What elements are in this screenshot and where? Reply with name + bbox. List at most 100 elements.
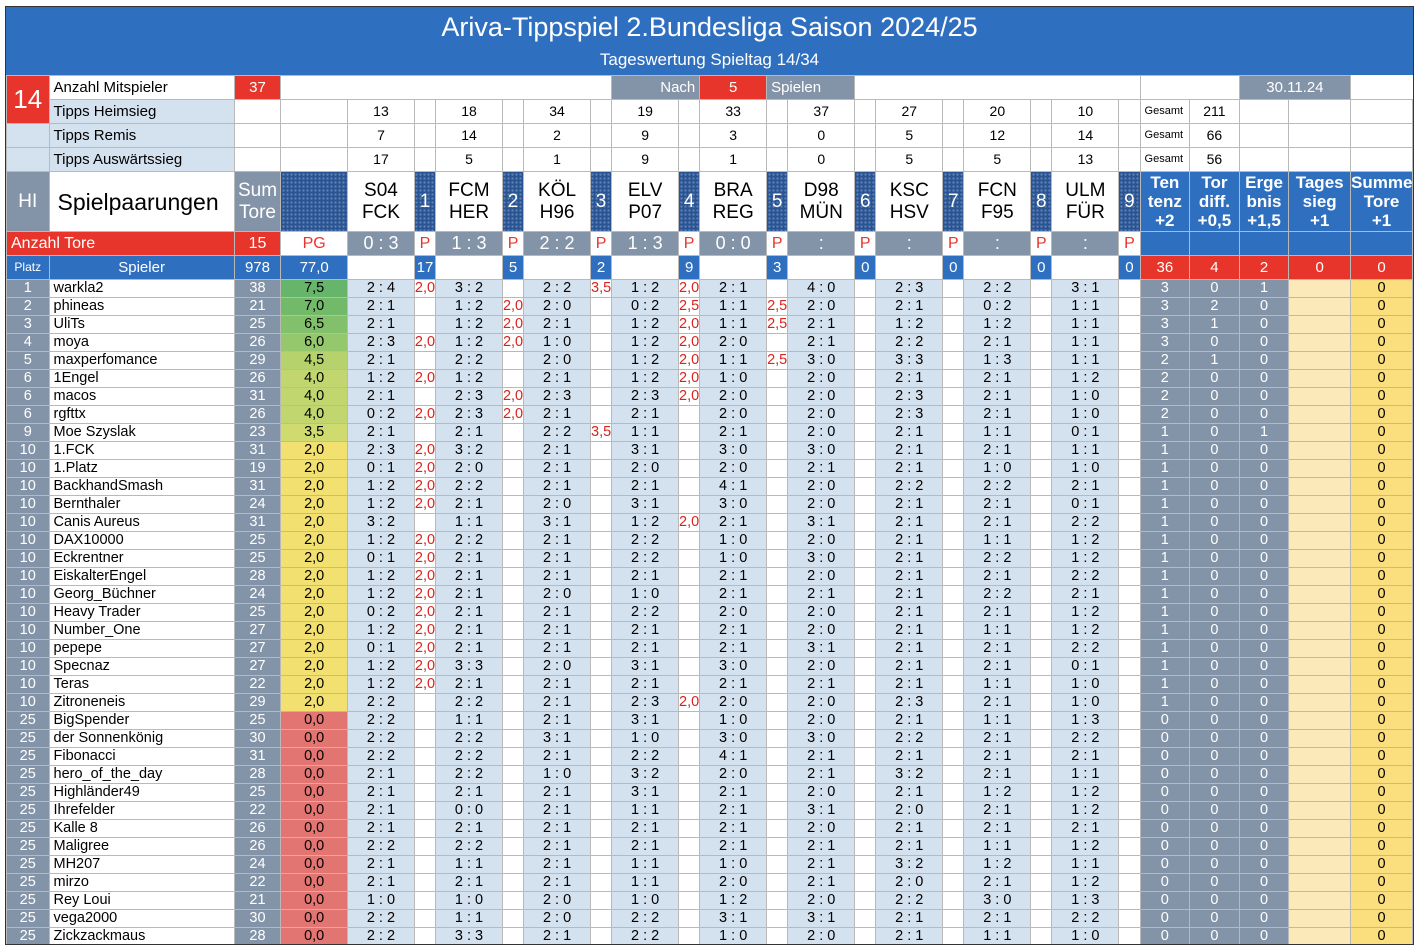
- ergebnis: 1: [1238, 423, 1290, 442]
- points: [942, 693, 965, 712]
- tip: 1 : 2: [1051, 873, 1120, 892]
- platz: 25: [6, 711, 50, 730]
- points: [854, 405, 877, 424]
- summe-tore: 0: [1350, 891, 1413, 910]
- summe-tore: 0: [1350, 495, 1413, 514]
- points: [589, 333, 613, 352]
- points: [413, 387, 437, 406]
- points: [1118, 351, 1141, 370]
- points: [1030, 351, 1053, 370]
- summe-tore: 0: [1350, 513, 1413, 532]
- tendenz: 2: [1139, 405, 1191, 424]
- pg-value: 0,0: [280, 801, 349, 820]
- points: [1030, 837, 1053, 856]
- tip: 2 : 0: [699, 405, 768, 424]
- tagessieg: [1288, 729, 1352, 748]
- match-count: 0: [942, 255, 965, 280]
- gesamt-label: Gesamt: [1139, 147, 1191, 172]
- tip: 1 : 3: [1051, 711, 1120, 730]
- points: [678, 783, 701, 802]
- bonus-header-line: +1,5: [1247, 211, 1281, 230]
- tip: 2 : 1: [963, 639, 1032, 658]
- tip: 2 : 2: [963, 477, 1032, 496]
- points: [1118, 711, 1141, 730]
- points: [501, 495, 525, 514]
- tip: 1 : 1: [435, 513, 503, 532]
- summe-tore: 0: [1350, 909, 1413, 928]
- tip: 2 : 2: [1051, 909, 1120, 928]
- tip: 2 : 1: [963, 441, 1032, 460]
- tendenz: 3: [1139, 279, 1191, 298]
- player-name: Zickzackmaus: [48, 927, 235, 944]
- tip: 2 : 1: [963, 405, 1032, 424]
- match-teams: ULM FÜR: [1051, 171, 1120, 232]
- blank: [501, 123, 525, 148]
- summe-tore: 0: [1350, 531, 1413, 550]
- tipps-count: 13: [347, 99, 415, 124]
- ergebnis: 0: [1238, 837, 1290, 856]
- away-team: H96: [539, 201, 575, 223]
- points: [589, 657, 613, 676]
- summe-tore: 0: [1350, 729, 1413, 748]
- tip: 2 : 2: [435, 693, 503, 712]
- player-name: der Sonnenkönig: [48, 729, 235, 748]
- tip: 2 : 1: [523, 621, 591, 640]
- points: [1030, 297, 1053, 316]
- tip: 2 : 1: [523, 711, 591, 730]
- tip: 3 : 2: [875, 855, 944, 874]
- pg-value: 6,0: [280, 333, 349, 352]
- tip: 3 : 2: [875, 765, 944, 784]
- player-name: Maligree: [48, 837, 235, 856]
- ergebnis: 0: [1238, 873, 1290, 892]
- tendenz: 1: [1139, 675, 1191, 694]
- tip: 2 : 2: [347, 729, 415, 748]
- tip: 2 : 1: [875, 675, 944, 694]
- player-name: hero_of_the_day: [48, 765, 235, 784]
- tip: 2 : 0: [787, 423, 856, 442]
- points: [413, 873, 437, 892]
- pg-total: 77,0: [280, 255, 349, 280]
- points: [589, 837, 613, 856]
- blank: [678, 147, 701, 172]
- ergebnis: 0: [1238, 765, 1290, 784]
- ergebnis: 0: [1238, 315, 1290, 334]
- blank: [1288, 147, 1352, 172]
- tip: 2 : 2: [1051, 729, 1120, 748]
- points: [1118, 729, 1141, 748]
- tip: 0 : 2: [611, 297, 680, 316]
- pg-value: 0,0: [280, 927, 349, 944]
- points: [678, 873, 701, 892]
- tip: 1 : 0: [699, 531, 768, 550]
- tip: 2 : 2: [611, 531, 680, 550]
- bonus-total: 0: [1350, 255, 1413, 280]
- points: [854, 459, 877, 478]
- tagessieg: [1288, 783, 1352, 802]
- tip: 2 : 0: [523, 657, 591, 676]
- points: [501, 801, 525, 820]
- blank: [233, 99, 282, 124]
- summe-tore: 0: [1350, 567, 1413, 586]
- tip: 1 : 1: [1051, 297, 1120, 316]
- points: [766, 279, 789, 298]
- tagessieg: [1288, 927, 1352, 944]
- points: [1030, 603, 1053, 622]
- tip: 2 : 2: [875, 477, 944, 496]
- points: [1030, 333, 1053, 352]
- player-name: MH207: [48, 855, 235, 874]
- tip: 0 : 1: [347, 639, 415, 658]
- tagessieg: [1288, 711, 1352, 730]
- sum-tore-header: Sum Tore: [233, 171, 282, 232]
- summe-tore: 0: [1350, 873, 1413, 892]
- tip: 2 : 1: [963, 387, 1032, 406]
- player-name: 1.FCK: [48, 441, 235, 460]
- tip: 2 : 1: [611, 477, 680, 496]
- points: 2,5: [678, 297, 701, 316]
- sum-tore: 25: [233, 531, 282, 550]
- blank: [233, 147, 282, 172]
- tip: 3 : 1: [787, 639, 856, 658]
- points: [766, 711, 789, 730]
- points: [1118, 477, 1141, 496]
